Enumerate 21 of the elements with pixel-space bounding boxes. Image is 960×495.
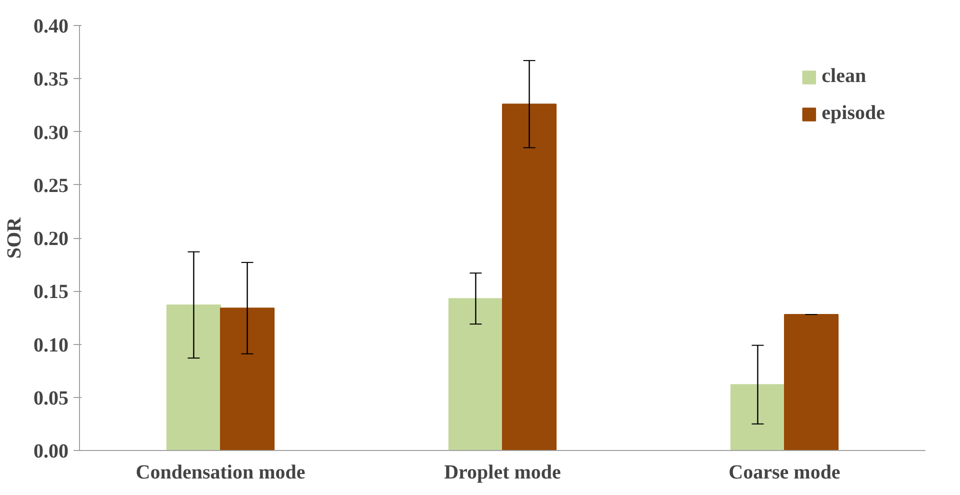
- y-tick-label: 0.10: [34, 334, 68, 356]
- y-tick-label: 0.40: [34, 16, 68, 38]
- bar: [730, 384, 785, 450]
- bar: [448, 298, 503, 450]
- y-tick-label: 0.35: [34, 68, 68, 91]
- y-axis-title: SOR: [4, 216, 26, 259]
- x-tick-label: Coarse mode: [728, 462, 840, 484]
- bar: [220, 308, 275, 450]
- y-tick-label: 0.05: [34, 387, 68, 410]
- y-tick-label: 0.00: [34, 440, 68, 462]
- y-tick-label: 0.15: [34, 281, 68, 304]
- y-tick-label: 0.30: [34, 122, 68, 144]
- bar: [166, 304, 221, 450]
- x-tick-label: Condensation mode: [136, 462, 306, 484]
- legend-label: clean: [822, 65, 866, 88]
- x-tick-label: Droplet mode: [444, 462, 562, 484]
- legend-label: episode: [822, 102, 885, 125]
- bar: [784, 314, 839, 450]
- bar: [502, 104, 557, 450]
- y-tick-label: 0.25: [34, 174, 68, 197]
- y-tick-label: 0.20: [34, 228, 68, 250]
